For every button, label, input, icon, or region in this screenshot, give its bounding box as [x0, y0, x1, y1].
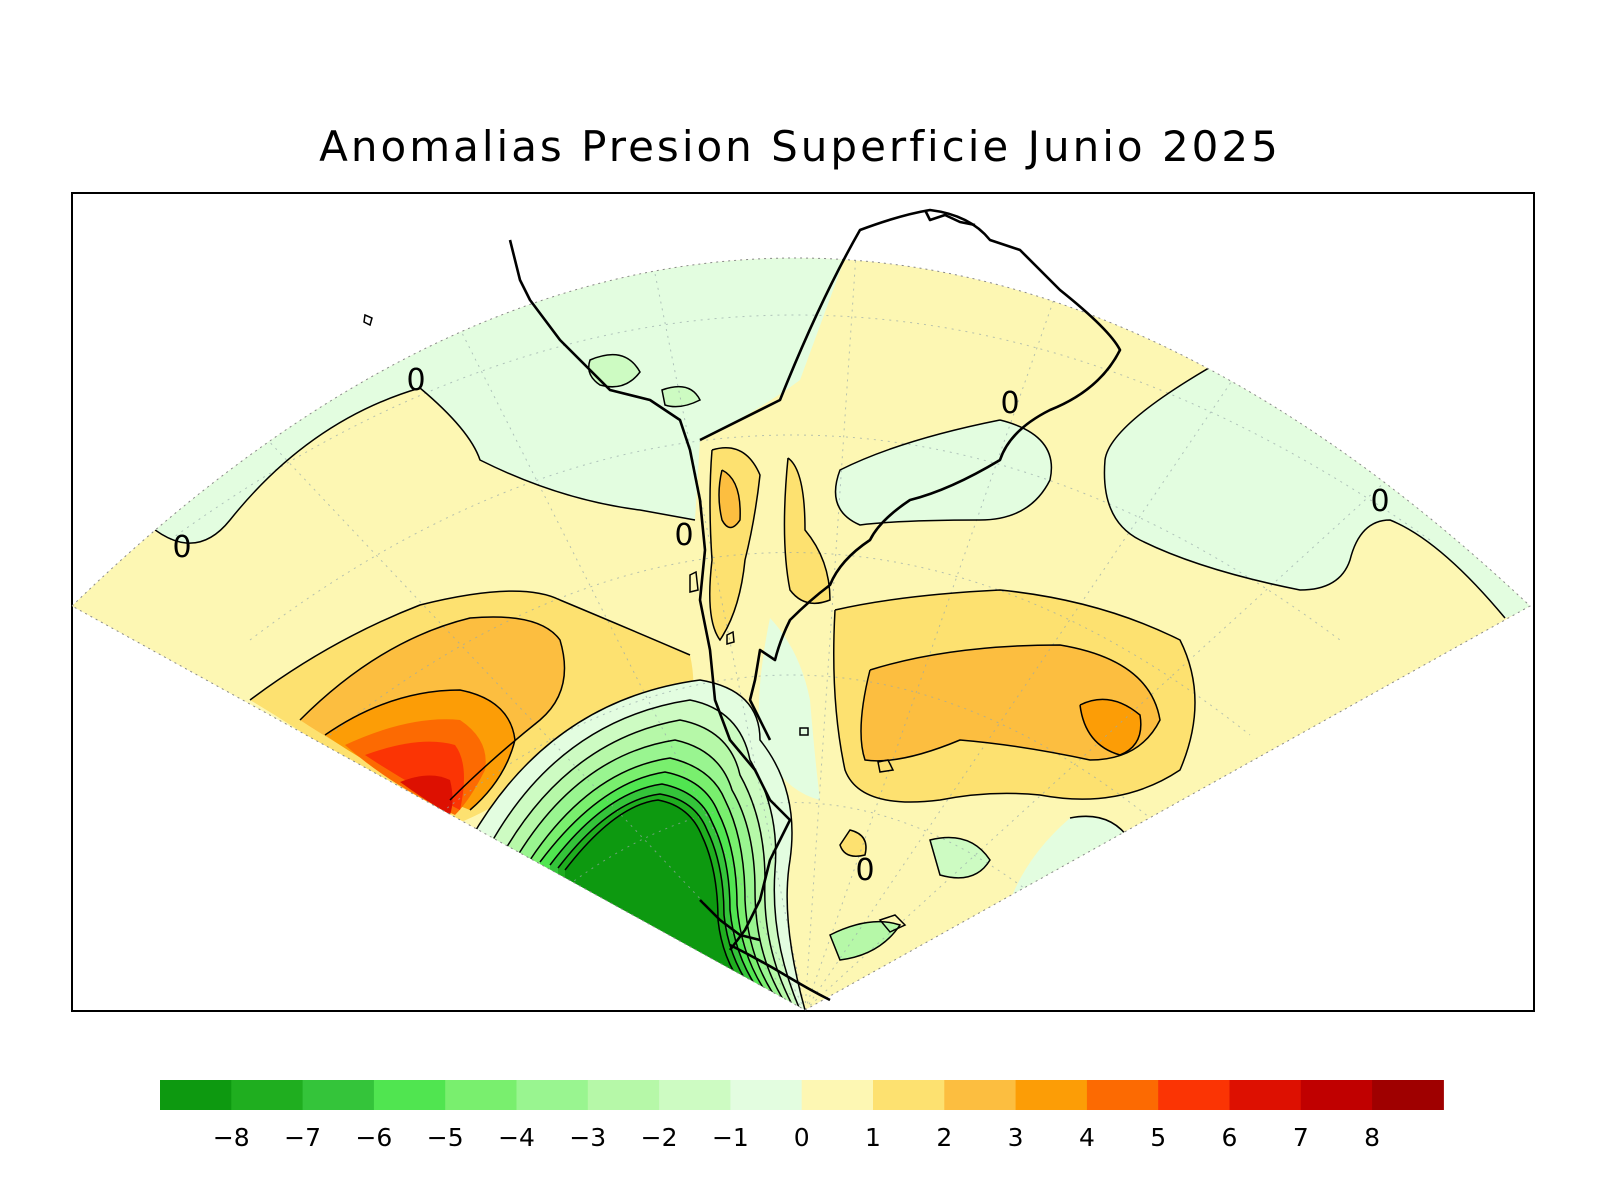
pos12-andes-2 — [784, 458, 830, 604]
colorbar-segment — [801, 1080, 874, 1110]
colorbar-tick-label: −3 — [569, 1123, 606, 1152]
colorbar-tick-label: 3 — [1008, 1123, 1024, 1152]
projection-boundary — [71, 257, 1531, 1011]
colorbar-tick-label: 1 — [865, 1123, 881, 1152]
pos67-region — [400, 775, 453, 815]
contour-label: 0 — [855, 853, 874, 888]
contour-label: 0 — [1370, 484, 1389, 519]
colorbar-tick-label: 6 — [1222, 1123, 1238, 1152]
islands — [363, 313, 907, 933]
colorbar-segment — [659, 1080, 731, 1110]
contour-lines — [134, 344, 1506, 1010]
colorbar-segment — [587, 1080, 660, 1110]
colorbar: −8 −7 −6 −5 −4 −3 −2 −1 0 1 2 3 4 5 6 7 8 — [160, 1080, 1444, 1152]
colorbar-tick-label: 2 — [936, 1123, 952, 1152]
colorbar-segment — [373, 1080, 446, 1110]
graticule — [169, 258, 1431, 1010]
pos23-region-east — [861, 645, 1160, 761]
colorbar-tick-label: −5 — [427, 1123, 464, 1152]
colorbar-segment — [1086, 1080, 1159, 1110]
map-frame — [71, 192, 1535, 1012]
colorbar-segment — [1229, 1080, 1302, 1110]
neg2-patch-1 — [588, 354, 640, 387]
colorbar-segment — [302, 1080, 375, 1110]
contour-labels: 0 0 0 0 0 0 — [172, 363, 1389, 888]
neg2-patch-2 — [662, 386, 700, 407]
colorbar-segment — [1015, 1080, 1088, 1110]
colorbar-segment — [873, 1080, 945, 1110]
map-title: Anomalias Presion Superficie Junio 2025 — [319, 122, 1281, 171]
colorbar-segment — [160, 1080, 232, 1110]
colorbar-tick-label: 8 — [1364, 1123, 1380, 1152]
neg-region-brazil — [835, 420, 1052, 525]
colorbar-tick-label: −7 — [284, 1123, 321, 1152]
contour-label: 0 — [1000, 386, 1019, 421]
colorbar-segment — [516, 1080, 589, 1110]
contour-label: 0 — [674, 518, 693, 553]
colorbar-segment — [730, 1080, 803, 1110]
neg-se-2 — [830, 921, 900, 960]
colorbar-tick-label: 7 — [1293, 1123, 1309, 1152]
colorbar-segment — [445, 1080, 517, 1110]
colorbar-tick-label: −1 — [712, 1123, 749, 1152]
colorbar-tick-label: −2 — [641, 1123, 678, 1152]
contour-label: 0 — [406, 363, 425, 398]
neg-region-andes — [758, 618, 820, 800]
colorbar-tick-label: 0 — [794, 1123, 810, 1152]
colorbar-tick-label: −8 — [213, 1123, 250, 1152]
colorbar-segment — [1372, 1080, 1444, 1110]
colorbar-tick-label: 5 — [1150, 1123, 1166, 1152]
coastline — [508, 208, 1122, 1002]
colorbar-tick-label: 4 — [1079, 1123, 1095, 1152]
neg-se-1 — [930, 837, 990, 878]
pos34-region-east — [1080, 699, 1141, 755]
colorbar-tick-label: −6 — [355, 1123, 392, 1152]
colorbar-segment — [944, 1080, 1017, 1110]
colorbar-tick-label: −4 — [498, 1123, 535, 1152]
colorbar-segment — [1300, 1080, 1373, 1110]
colorbar-segment — [1158, 1080, 1230, 1110]
contour-label: 0 — [172, 530, 191, 565]
colorbar-segment — [231, 1080, 304, 1110]
